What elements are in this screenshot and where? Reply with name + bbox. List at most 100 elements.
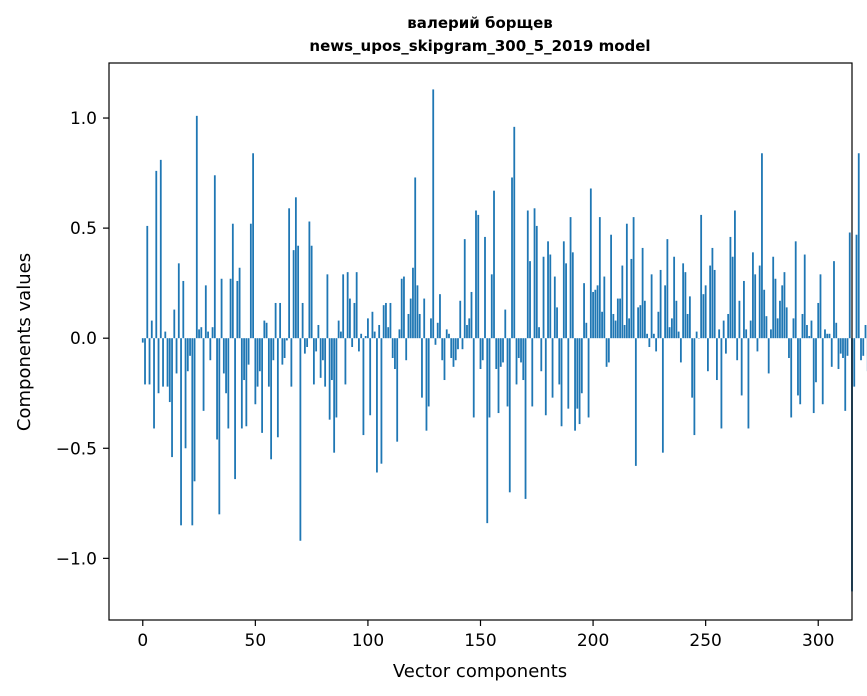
bar-241: [684, 272, 687, 339]
bar-234: [668, 327, 671, 339]
bar-159: [499, 338, 502, 367]
bar-229: [657, 311, 660, 339]
bar-96: [358, 338, 360, 352]
bar-146: [470, 291, 473, 339]
bar-214: [623, 324, 626, 339]
bar-51: [256, 338, 259, 387]
bar-289: [792, 318, 795, 339]
bar-36: [222, 338, 225, 374]
bar-177: [540, 338, 543, 372]
bar-118: [407, 313, 410, 339]
bar-101: [369, 338, 372, 416]
bar-72: [303, 338, 306, 354]
bar-60: [276, 338, 279, 438]
bar-236: [673, 256, 676, 339]
bar-21: [189, 338, 191, 356]
bar-264: [736, 338, 739, 361]
bar-128: [430, 318, 432, 339]
bar-50: [254, 338, 257, 405]
bar-268: [745, 329, 748, 339]
bar-174: [533, 208, 536, 339]
bar-95: [355, 272, 358, 339]
bar-68: [294, 197, 297, 339]
bar-279: [770, 329, 772, 339]
bar-290: [794, 241, 797, 339]
bar-272: [754, 274, 757, 339]
bar-170: [524, 338, 527, 499]
bar-261: [729, 236, 732, 339]
bar-239: [679, 338, 682, 363]
bar-27: [202, 338, 205, 411]
bar-141: [459, 300, 462, 339]
bar-188: [565, 263, 567, 339]
bar-137: [450, 338, 453, 359]
bar-138: [452, 338, 455, 367]
bar-308: [835, 322, 838, 339]
bar-254: [713, 269, 716, 339]
bar-280: [772, 256, 775, 339]
bar-161: [504, 309, 507, 339]
bar-106: [380, 338, 383, 464]
bar-283: [779, 300, 781, 339]
bar-9: [162, 338, 164, 387]
bar-209: [612, 313, 615, 339]
bar-218: [632, 217, 635, 339]
bar-320: [862, 338, 865, 356]
bar-77: [315, 338, 318, 352]
bar-85: [333, 338, 336, 453]
bar-184: [556, 307, 558, 339]
bar-243: [688, 296, 691, 339]
bar-7: [157, 338, 160, 394]
bar-245: [693, 338, 696, 436]
bar-88: [340, 331, 342, 339]
bar-307: [833, 261, 835, 339]
bar-153: [486, 338, 489, 524]
bar-238: [677, 331, 680, 339]
bar-296: [808, 336, 811, 339]
bar-61: [279, 302, 282, 339]
bar-166: [515, 338, 518, 385]
bar-297: [810, 320, 813, 339]
bar-186: [560, 338, 563, 427]
bar-233: [666, 239, 669, 339]
bar-8: [159, 159, 162, 339]
bar-240: [682, 263, 685, 339]
bar-97: [360, 333, 363, 339]
bar-165: [513, 126, 516, 339]
bar-194: [578, 338, 581, 425]
bar-189: [567, 338, 570, 409]
bar-267: [743, 280, 745, 339]
bar-226: [650, 274, 653, 339]
bar-276: [763, 289, 766, 339]
bar-183: [553, 276, 556, 339]
bar-193: [576, 338, 579, 409]
bar-136: [448, 333, 450, 339]
y-tick-label: 0.0: [70, 329, 97, 349]
bar-321: [864, 324, 867, 339]
bar-171: [526, 210, 529, 339]
bar-33: [216, 338, 218, 440]
bar-313: [846, 338, 849, 356]
bar-11: [166, 338, 169, 387]
bar-180: [547, 241, 549, 339]
bar-167: [517, 338, 520, 359]
bar-144: [466, 324, 468, 339]
bar-30: [209, 338, 212, 361]
bar-179: [544, 338, 547, 416]
bar-13: [171, 338, 173, 458]
bar-163: [508, 338, 511, 493]
bar-312: [844, 338, 847, 411]
bar-116: [403, 276, 405, 339]
bar-20: [186, 338, 189, 372]
bar-195: [580, 338, 583, 394]
bar-212: [619, 298, 621, 339]
bar-63: [283, 338, 286, 359]
bar-286: [785, 307, 788, 339]
bar-231: [661, 338, 664, 453]
bar-162: [506, 338, 509, 407]
bar-48: [249, 223, 252, 339]
bar-75: [310, 245, 313, 339]
bar-285: [783, 272, 786, 339]
bar-246: [695, 331, 698, 339]
